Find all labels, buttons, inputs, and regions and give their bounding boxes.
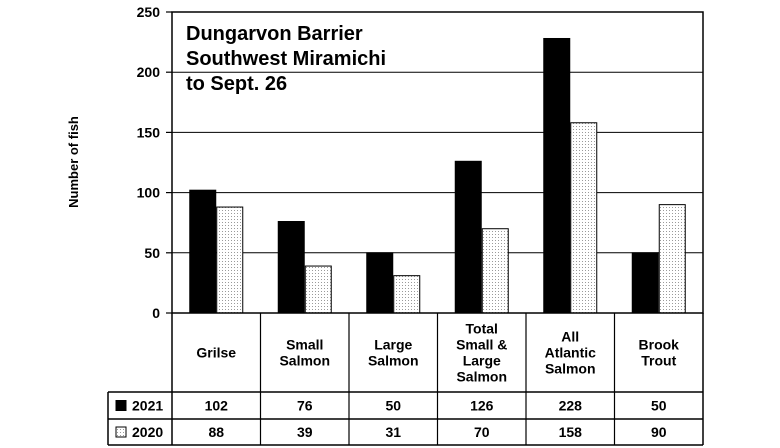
- data-label: 39: [297, 424, 313, 440]
- chart-title-line: Southwest Miramichi: [186, 48, 386, 70]
- bars: [189, 37, 686, 314]
- data-label: 158: [559, 424, 583, 440]
- legend-swatch-2021: [115, 400, 127, 411]
- bar-2020: [481, 228, 509, 314]
- category-label: Brook: [639, 337, 680, 353]
- category-label: Salmon: [279, 353, 330, 369]
- category-label: Trout: [641, 353, 676, 369]
- y-tick-label: 100: [137, 185, 161, 201]
- chart-title: Dungarvon Barrier Southwest Miramichi to S…: [186, 23, 386, 95]
- legend-swatch-2020: [115, 426, 127, 438]
- bar-2020: [658, 204, 686, 314]
- bar-2021: [366, 252, 394, 314]
- category-label: Large: [374, 337, 412, 353]
- y-tick-label: 0: [152, 305, 160, 321]
- chart-title-line: Dungarvon Barrier: [186, 23, 363, 45]
- bar-2021: [631, 252, 659, 314]
- data-label: 88: [208, 424, 224, 440]
- category-label: Small: [286, 337, 323, 353]
- category-label: Large: [463, 353, 501, 369]
- y-axis-label: Number of fish: [66, 116, 81, 208]
- bar-2020: [216, 206, 244, 314]
- legend-label: 2021: [132, 398, 163, 414]
- bar-2020: [393, 275, 421, 314]
- data-label: 50: [651, 398, 667, 414]
- y-tick-label: 150: [137, 124, 161, 140]
- category-label: Small &: [456, 337, 507, 353]
- y-tick-label: 50: [144, 245, 160, 261]
- data-label: 90: [651, 424, 667, 440]
- data-label: 126: [470, 398, 494, 414]
- category-label: Atlantic: [545, 345, 597, 361]
- bar-2021: [277, 220, 305, 314]
- category-label: Salmon: [456, 369, 507, 385]
- y-ticks: 0 50 100 150 200 250: [137, 4, 172, 321]
- category-label: Total: [466, 321, 498, 337]
- bar-2021: [454, 160, 482, 314]
- category-label: Grilse: [196, 345, 236, 361]
- data-label: 102: [205, 398, 229, 414]
- bar-2021: [189, 189, 217, 314]
- bar-2021: [543, 37, 571, 314]
- data-label: 50: [385, 398, 401, 414]
- bar-2020: [304, 265, 332, 314]
- y-tick-label: 200: [137, 64, 161, 80]
- gridlines: [172, 71, 703, 254]
- y-tick-label: 250: [137, 4, 161, 20]
- category-label: Salmon: [545, 361, 596, 377]
- chart-title-line: to Sept. 26: [186, 73, 287, 95]
- category-label: Salmon: [368, 353, 419, 369]
- data-label: 70: [474, 424, 490, 440]
- data-label: 228: [559, 398, 583, 414]
- data-label: 76: [297, 398, 313, 414]
- data-label: 31: [385, 424, 401, 440]
- legend-label: 2020: [132, 424, 163, 440]
- category-label: All: [561, 329, 579, 345]
- plot-frame: [171, 11, 704, 314]
- bar-2020: [570, 122, 598, 314]
